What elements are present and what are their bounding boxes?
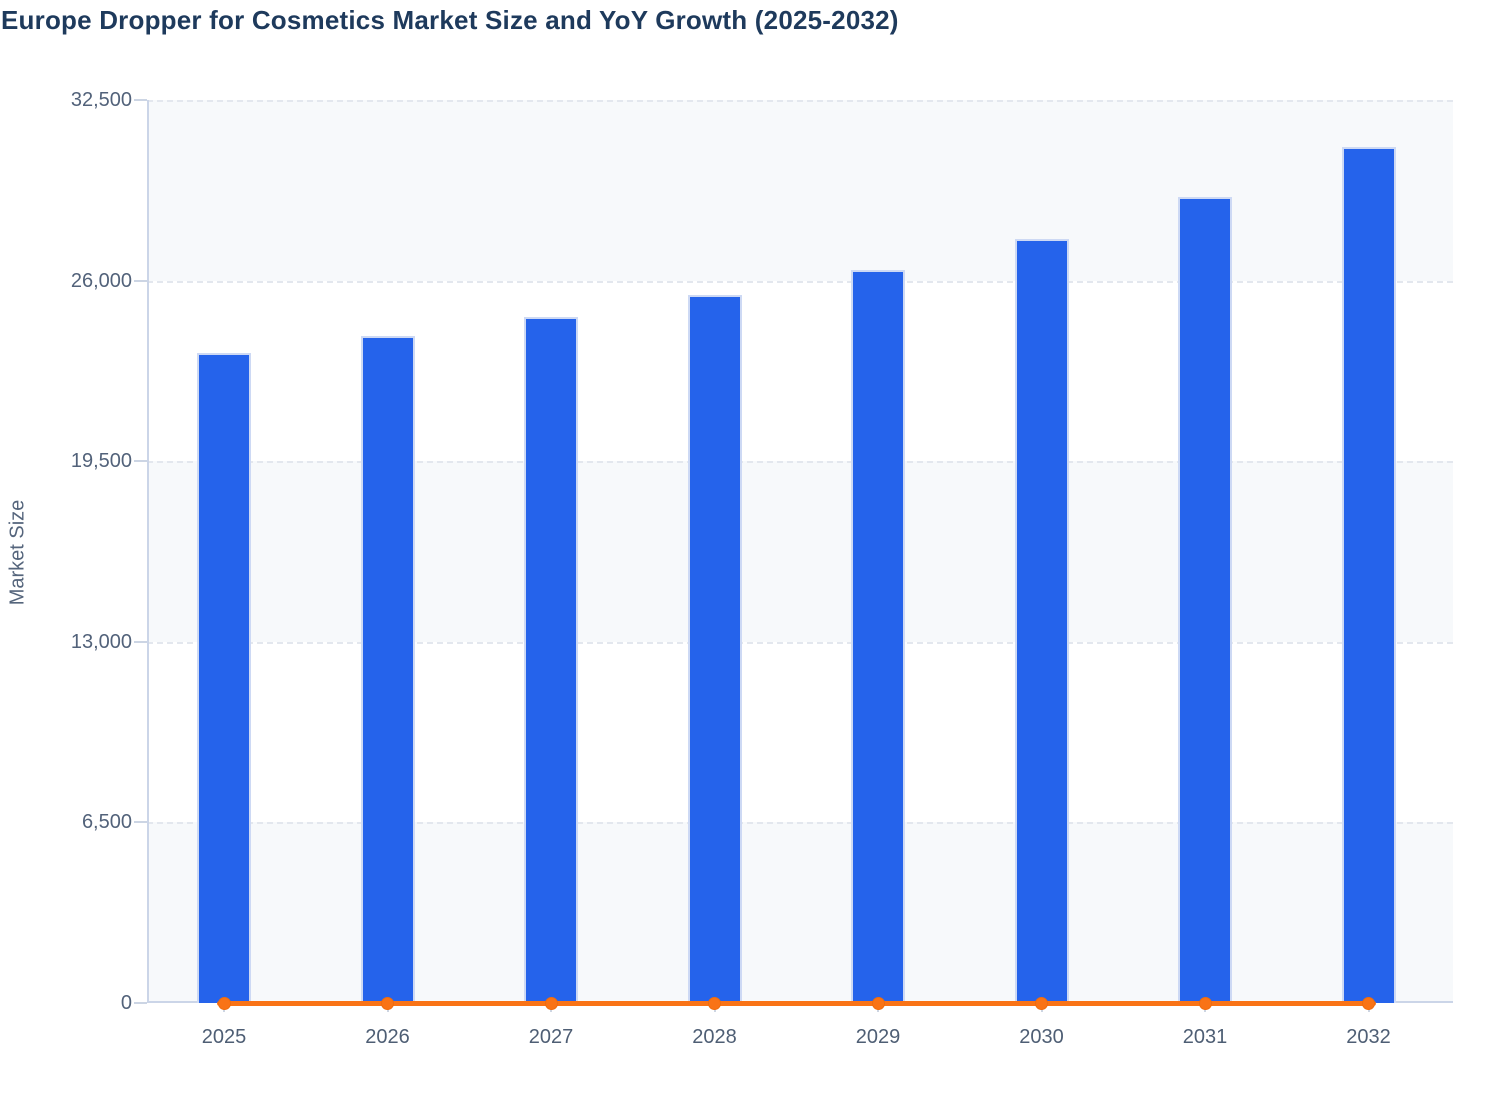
plot-band: [147, 100, 1453, 281]
y-tick-label: 6,500: [81, 811, 132, 834]
x-axis-label-2025: 2025: [201, 1026, 247, 1048]
x-axis-label-2028: 2028: [692, 1026, 737, 1048]
y-tick-label: 0: [120, 992, 132, 1014]
market-size-bar-2026[interactable]: [360, 336, 415, 1003]
yoy-growth-line: [217, 1000, 1376, 1006]
market-size-bar-2031[interactable]: [1178, 197, 1232, 1003]
plot-band: [147, 641, 1453, 823]
plot-band: [147, 280, 1453, 462]
yoy-growth-marker-2032[interactable]: [1362, 996, 1375, 1010]
market-size-bar-2032[interactable]: [1341, 147, 1396, 1003]
plot-band: [147, 822, 1453, 1003]
y-tick-mark: [134, 821, 147, 824]
x-axis-label-2027: 2027: [528, 1026, 574, 1048]
yoy-growth-marker-2030[interactable]: [1035, 996, 1048, 1010]
y-axis-line: [147, 100, 149, 1003]
market-size-bar-2027[interactable]: [524, 316, 578, 1003]
gridline: [147, 280, 1453, 283]
x-axis-label-2032: 2032: [1346, 1026, 1391, 1048]
market-size-bar-2028[interactable]: [687, 294, 742, 1003]
market-size-bar-2025[interactable]: [197, 352, 251, 1003]
yoy-growth-marker-2029[interactable]: [871, 996, 885, 1010]
plot-area: [147, 100, 1453, 1010]
y-axis-title: Market Size: [6, 499, 29, 606]
plot-band: [147, 461, 1453, 642]
y-tick-label: 19,500: [70, 450, 132, 473]
y-tick-label: 26,000: [70, 269, 132, 292]
y-tick-mark: [134, 640, 147, 643]
market-size-bar-2029[interactable]: [851, 269, 905, 1003]
gridline: [147, 100, 1453, 102]
y-tick-label: 32,500: [70, 89, 132, 111]
yoy-growth-marker-2025[interactable]: [217, 996, 231, 1010]
y-tick-mark: [134, 1002, 147, 1004]
gridline: [147, 641, 1453, 644]
y-tick-mark: [134, 460, 147, 463]
market-size-bar-2030[interactable]: [1014, 238, 1069, 1003]
x-axis-label-2031: 2031: [1182, 1026, 1228, 1048]
yoy-growth-marker-2026[interactable]: [381, 996, 394, 1010]
x-axis-label-2026: 2026: [365, 1026, 410, 1048]
x-axis-label-2029: 2029: [855, 1026, 901, 1048]
chart-title: Europe Dropper for Cosmetics Market Size…: [1, 5, 899, 35]
x-axis-label-2030: 2030: [1019, 1026, 1064, 1048]
gridline: [147, 461, 1453, 464]
y-tick-mark: [134, 99, 147, 101]
y-tick-mark: [134, 279, 147, 282]
y-tick-label: 13,000: [70, 630, 132, 653]
gridline: [147, 822, 1453, 825]
yoy-growth-marker-2031[interactable]: [1198, 996, 1212, 1010]
yoy-growth-marker-2028[interactable]: [708, 996, 721, 1010]
yoy-growth-marker-2027[interactable]: [544, 996, 558, 1010]
